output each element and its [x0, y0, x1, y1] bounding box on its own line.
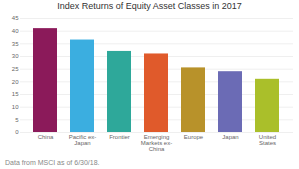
svg-text:5: 5 — [15, 117, 19, 123]
svg-text:35: 35 — [12, 41, 19, 47]
svg-text:China: China — [38, 134, 54, 140]
svg-text:Frontier: Frontier — [109, 134, 130, 140]
svg-text:30: 30 — [12, 53, 19, 59]
svg-text:40: 40 — [12, 28, 19, 34]
svg-text:Pacific ex-Japan: Pacific ex-Japan — [69, 134, 97, 146]
html-text:Index Returns of Equity Asset: Index Returns of Equity Asset Classes in… — [57, 1, 242, 11]
svg-text:45: 45 — [12, 15, 19, 21]
svg-text:10: 10 — [12, 104, 19, 110]
svg-text:15: 15 — [12, 91, 19, 97]
svg-text:EmergingMarkets ex-China: EmergingMarkets ex-China — [141, 134, 172, 152]
svg-text:25: 25 — [12, 66, 19, 72]
svg-text:20: 20 — [12, 79, 19, 85]
html-text:Data from MSCI as of 6/30/18.: Data from MSCI as of 6/30/18. — [5, 159, 100, 166]
svg-text:UnitedStates: UnitedStates — [259, 134, 276, 146]
svg-text:0: 0 — [15, 129, 19, 135]
svg-text:Japan: Japan — [222, 134, 238, 140]
svg-text:Europe: Europe — [184, 134, 204, 140]
